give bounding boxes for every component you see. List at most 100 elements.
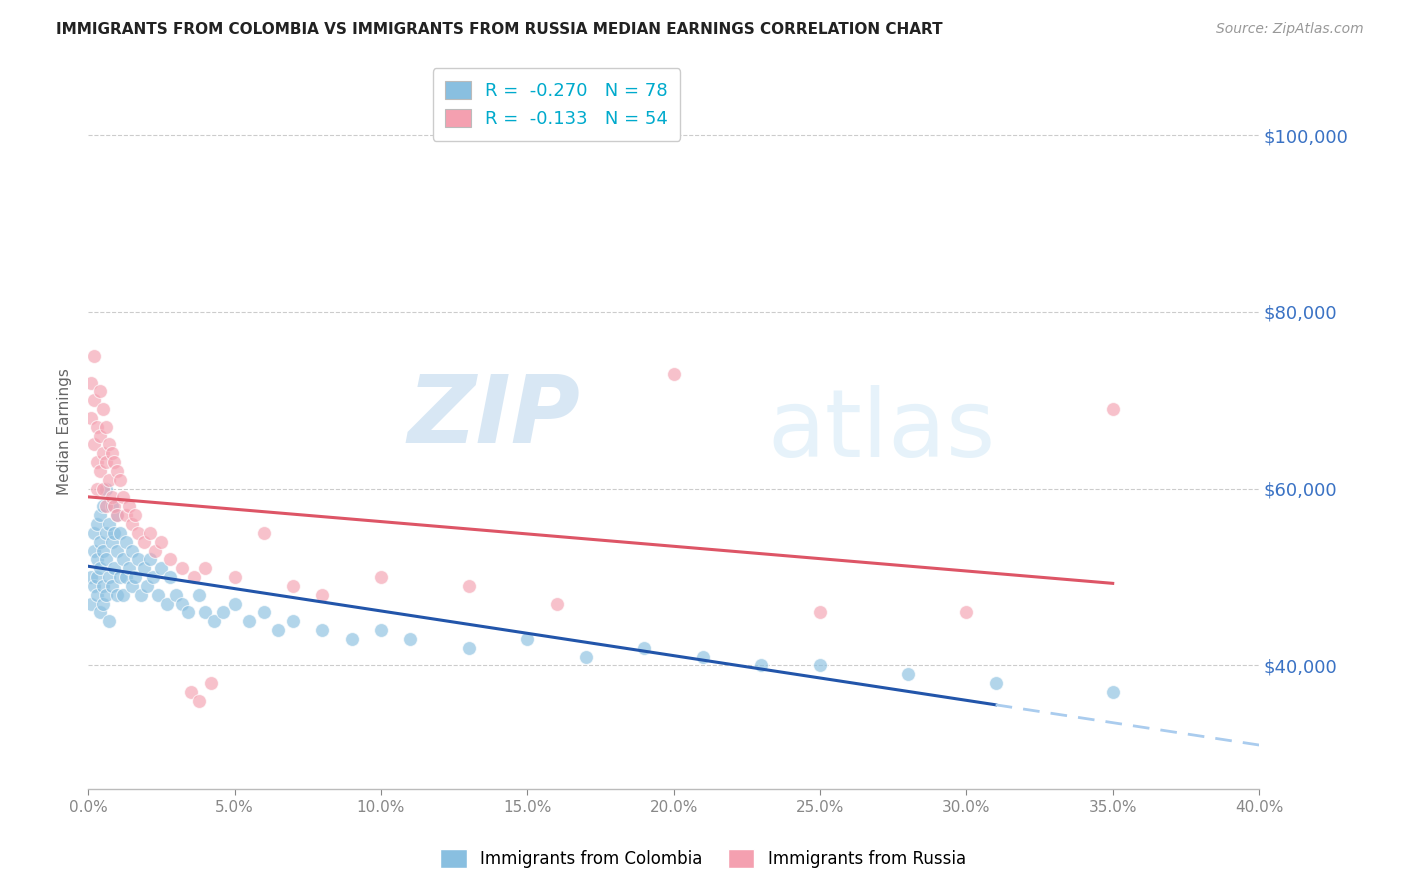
Text: Source: ZipAtlas.com: Source: ZipAtlas.com <box>1216 22 1364 37</box>
Point <box>1101 685 1123 699</box>
Point <box>121 543 143 558</box>
Point <box>94 552 117 566</box>
Point <box>897 667 920 681</box>
Point <box>97 473 120 487</box>
Point <box>91 597 114 611</box>
Point <box>138 525 160 540</box>
Point <box>107 543 129 558</box>
Point <box>94 455 117 469</box>
Point <box>165 588 187 602</box>
Point <box>159 552 181 566</box>
Point <box>94 588 117 602</box>
Point <box>127 552 149 566</box>
Point <box>150 534 173 549</box>
Point <box>253 606 276 620</box>
Point <box>808 606 831 620</box>
Point <box>89 384 111 399</box>
Point <box>86 516 108 531</box>
Point <box>91 579 114 593</box>
Point <box>80 570 103 584</box>
Point <box>984 676 1007 690</box>
Point <box>97 516 120 531</box>
Point <box>194 561 217 575</box>
Point <box>107 464 129 478</box>
Point <box>124 570 146 584</box>
Point <box>89 428 111 442</box>
Point <box>129 588 152 602</box>
Point <box>94 482 117 496</box>
Point <box>253 525 276 540</box>
Point <box>103 525 125 540</box>
Legend: Immigrants from Colombia, Immigrants from Russia: Immigrants from Colombia, Immigrants fro… <box>433 843 973 875</box>
Point <box>83 393 105 408</box>
Point <box>110 525 132 540</box>
Point <box>267 623 290 637</box>
Point <box>575 649 598 664</box>
Point <box>238 614 260 628</box>
Point <box>103 561 125 575</box>
Point <box>516 632 538 646</box>
Point <box>97 614 120 628</box>
Point <box>89 534 111 549</box>
Point <box>86 552 108 566</box>
Point <box>94 500 117 514</box>
Point <box>89 561 111 575</box>
Point <box>91 446 114 460</box>
Point <box>110 570 132 584</box>
Point <box>692 649 714 664</box>
Text: IMMIGRANTS FROM COLOMBIA VS IMMIGRANTS FROM RUSSIA MEDIAN EARNINGS CORRELATION C: IMMIGRANTS FROM COLOMBIA VS IMMIGRANTS F… <box>56 22 943 37</box>
Point <box>110 473 132 487</box>
Point <box>112 491 135 505</box>
Point <box>127 525 149 540</box>
Point <box>281 614 304 628</box>
Point <box>194 606 217 620</box>
Point <box>340 632 363 646</box>
Point <box>281 579 304 593</box>
Point <box>132 534 155 549</box>
Point <box>148 588 170 602</box>
Point <box>97 437 120 451</box>
Point <box>121 516 143 531</box>
Point <box>89 508 111 523</box>
Text: ZIP: ZIP <box>408 371 579 463</box>
Point <box>83 525 105 540</box>
Point <box>180 685 202 699</box>
Point <box>546 597 568 611</box>
Point <box>94 419 117 434</box>
Point <box>91 402 114 417</box>
Point <box>132 561 155 575</box>
Point <box>188 694 211 708</box>
Point <box>311 588 333 602</box>
Point <box>118 500 141 514</box>
Point <box>86 570 108 584</box>
Point <box>89 464 111 478</box>
Point <box>100 446 122 460</box>
Point <box>83 349 105 363</box>
Point <box>100 534 122 549</box>
Point <box>91 482 114 496</box>
Y-axis label: Median Earnings: Median Earnings <box>58 368 72 495</box>
Legend: R =  -0.270   N = 78, R =  -0.133   N = 54: R = -0.270 N = 78, R = -0.133 N = 54 <box>433 68 681 141</box>
Point <box>100 500 122 514</box>
Point <box>224 597 246 611</box>
Point <box>86 419 108 434</box>
Point <box>808 658 831 673</box>
Point <box>150 561 173 575</box>
Point <box>955 606 977 620</box>
Point <box>399 632 422 646</box>
Point <box>100 579 122 593</box>
Point <box>86 455 108 469</box>
Point <box>370 570 392 584</box>
Point <box>107 508 129 523</box>
Point <box>97 570 120 584</box>
Point <box>183 570 205 584</box>
Point <box>112 588 135 602</box>
Point <box>91 500 114 514</box>
Point <box>176 606 198 620</box>
Point <box>100 491 122 505</box>
Point <box>662 367 685 381</box>
Point <box>170 561 193 575</box>
Point <box>200 676 222 690</box>
Point <box>91 543 114 558</box>
Point <box>124 508 146 523</box>
